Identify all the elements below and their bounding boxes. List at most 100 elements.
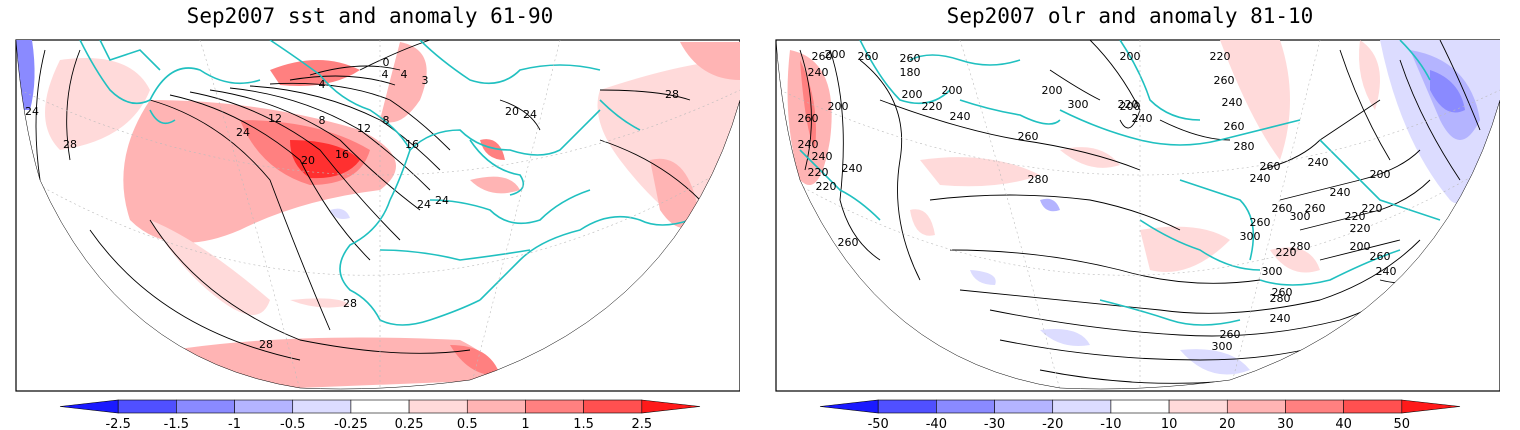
- contour-label: 280: [1270, 292, 1291, 305]
- contour-label: 200: [1370, 168, 1391, 181]
- colorbar-swatch: [1226, 399, 1286, 414]
- sst-contour-labels: 24 28 24 12 8 4 4 0 4 3 16 20 16 8 12 20…: [25, 56, 679, 351]
- contour-label: 16: [405, 138, 419, 151]
- contour-label: 240: [1376, 265, 1397, 278]
- colorbar-tick-label: -40: [926, 417, 947, 430]
- contour-label: 24: [236, 126, 250, 139]
- contour-label: 260: [1224, 120, 1245, 133]
- colorbar-swatch: [117, 399, 177, 414]
- contour-label: 220: [1345, 210, 1366, 223]
- contour-label: 28: [343, 297, 357, 310]
- contour-label: 260: [900, 52, 921, 65]
- contour-label: 240: [1270, 312, 1291, 325]
- contour-label: 0: [383, 56, 390, 69]
- coastlines: [79, 40, 691, 326]
- contour-label: 4: [319, 78, 326, 91]
- contour-label: 200: [942, 84, 963, 97]
- contour-label: 280: [1290, 240, 1311, 253]
- contour-label: 260: [812, 50, 833, 63]
- colorbar-swatch: [1285, 399, 1344, 414]
- colorbar-tick-label: 30: [1277, 417, 1294, 430]
- contour-label: 300: [1212, 340, 1233, 353]
- colorbar-swatch: [994, 399, 1054, 414]
- contour-label: 8: [383, 114, 390, 127]
- colorbar-swatch: [1168, 399, 1228, 414]
- projection-edge: [775, 39, 1500, 390]
- colorbar-swatch: [350, 399, 410, 414]
- contour-label: 240: [798, 138, 819, 151]
- contour-label: 260: [1220, 328, 1241, 341]
- contour-label: 16: [335, 148, 349, 161]
- contour-label: 260: [1272, 286, 1293, 299]
- contour-label: 24: [435, 194, 449, 207]
- colorbar-swatch: [877, 399, 937, 414]
- contour-label: 260: [838, 236, 859, 249]
- contour-label: 28: [63, 138, 77, 151]
- contour-label: 240: [812, 150, 833, 163]
- contour-label: 220: [922, 100, 943, 113]
- contour-label: 20: [301, 154, 315, 167]
- contour-label: 220: [1118, 98, 1139, 111]
- colorbar-swatch: [1110, 399, 1170, 414]
- map-frame: [775, 39, 1500, 392]
- contour-label: 28: [259, 338, 273, 351]
- olr-colorbar: -50 -40 -30 -20 -10 10 20 30 40 50: [819, 399, 1461, 430]
- olr-panel: Sep2007 olr and anomaly 81-10: [760, 0, 1500, 430]
- contour-label: 300: [1240, 230, 1261, 243]
- colorbar-tick-label: -2.5: [105, 417, 130, 430]
- contour-label: 180: [900, 66, 921, 79]
- sst-map: 24 28 24 12 8 4 4 0 4 3 16 20 16 8 12 20…: [15, 39, 740, 430]
- contour-label: 240: [1308, 156, 1329, 169]
- anomaly-shading: [787, 40, 1500, 375]
- colorbar-tick-label: 1.5: [573, 417, 594, 430]
- colorbar-tick-label: -30: [984, 417, 1005, 430]
- colorbar-tick-label: -20: [1042, 417, 1063, 430]
- contour-label: 20: [505, 105, 519, 118]
- contour-label: 260: [1250, 216, 1271, 229]
- contour-label: 300: [1290, 210, 1311, 223]
- colorbar-swatch: [1343, 399, 1403, 414]
- colorbar-arrow-high: [1401, 399, 1461, 414]
- colorbar-tick-label: 20: [1219, 417, 1236, 430]
- projection-edge: [15, 39, 740, 390]
- sst-colorbar: -2.5 -1.5 -1 -0.5 -0.25 0.25 0.5 1 1.5 2.5: [59, 399, 701, 430]
- sst-panel: Sep2007 sst and anomaly 61-90: [0, 0, 740, 430]
- colorbar-swatch: [292, 399, 352, 414]
- colorbar-arrow-high: [641, 399, 701, 414]
- graticule: [779, 40, 1500, 389]
- colorbar-tick-label: 0.25: [395, 417, 424, 430]
- contour-label: 240: [1330, 186, 1351, 199]
- contour-label: 240: [842, 162, 863, 175]
- contour-label: 300: [1262, 265, 1283, 278]
- contour-label: 260: [798, 112, 819, 125]
- colorbar-tick-label: 10: [1161, 417, 1178, 430]
- colorbar-tick-label: 0.5: [457, 417, 478, 430]
- contour-label: 220: [816, 180, 837, 193]
- contour-label: 200: [1120, 50, 1141, 63]
- contour-label: 4: [382, 68, 389, 81]
- contour-label: 260: [1272, 202, 1293, 215]
- contour-label: 260: [1214, 74, 1235, 87]
- colorbar-arrow-low: [59, 399, 119, 414]
- olr-panel-title: Sep2007 olr and anomaly 81-10: [946, 4, 1314, 28]
- contour-label: 220: [1350, 222, 1371, 235]
- colorbar-tick-label: 50: [1394, 417, 1411, 430]
- contour-label: 200: [1350, 240, 1371, 253]
- sst-contours: [35, 40, 701, 361]
- contour-label: 220: [1362, 202, 1383, 215]
- colorbar-swatch: [1052, 399, 1112, 414]
- sst-panel-title: Sep2007 sst and anomaly 61-90: [186, 4, 554, 28]
- contour-label: 240: [1132, 112, 1153, 125]
- contour-label: 28: [665, 88, 679, 101]
- colorbar-swatch: [583, 399, 643, 414]
- contour-label: 220: [808, 166, 829, 179]
- contour-label: 12: [268, 112, 282, 125]
- colorbar-tick-label: -50: [868, 417, 889, 430]
- contour-label: 260: [1370, 250, 1391, 263]
- contour-label: 240: [1222, 96, 1243, 109]
- contour-label: 4: [401, 68, 408, 81]
- coastlines: [799, 40, 1441, 326]
- graticule: [19, 40, 740, 389]
- colorbar-swatch: [936, 399, 995, 414]
